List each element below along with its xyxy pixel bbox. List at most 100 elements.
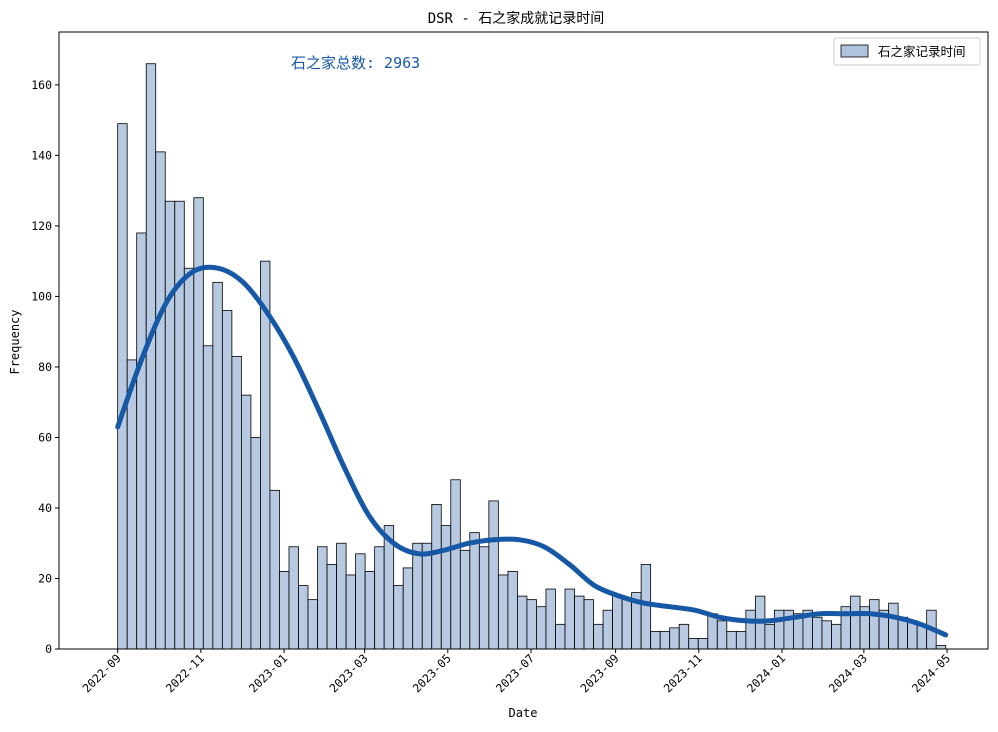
histogram-bar [593, 623, 604, 650]
histogram-bar [812, 616, 823, 650]
x-tick-label: 2023-11 [661, 651, 705, 695]
histogram-bar [231, 355, 242, 650]
histogram-bar [345, 574, 357, 650]
histogram-bar [545, 588, 556, 650]
histogram-bar [126, 359, 138, 650]
x-tick-label: 2024-03 [826, 651, 870, 695]
kde-curve [115, 264, 949, 638]
histogram-bar [421, 542, 433, 650]
histogram-bar [288, 546, 299, 650]
histogram-bar [716, 620, 728, 650]
x-axis-label: Date [509, 706, 538, 720]
histogram-bar [497, 574, 509, 650]
histogram-bar [183, 267, 195, 650]
histogram-bar [250, 437, 261, 650]
histogram-bar [735, 630, 747, 650]
histogram-bar [488, 500, 499, 650]
histogram-bar [888, 602, 899, 650]
y-axis-label: Frequency [8, 309, 22, 374]
y-tick-label: 40 [38, 501, 52, 515]
chart-title: DSR - 石之家成就记录时间 [428, 10, 605, 27]
histogram-bar [517, 595, 528, 650]
x-tick-label: 2023-05 [410, 651, 454, 695]
histogram-bar [707, 613, 718, 650]
histogram-bar [402, 567, 414, 650]
x-tick-label: 2024-01 [744, 651, 788, 695]
histogram-bar [555, 623, 566, 650]
x-tick-label: 2022-09 [80, 651, 124, 695]
histogram-bar [374, 546, 385, 650]
histogram-bar [336, 542, 347, 650]
histogram-bar [935, 645, 947, 650]
histogram-bar [821, 620, 832, 650]
y-tick-label: 160 [31, 78, 52, 92]
histogram-bar [355, 553, 366, 650]
histogram-bar [726, 630, 737, 650]
histogram-bar [145, 63, 157, 650]
histogram-bar [364, 571, 376, 650]
histogram-bar [459, 549, 471, 650]
histogram-bar [136, 232, 147, 650]
histogram-bar [526, 599, 537, 650]
y-tick-label: 20 [38, 571, 52, 585]
histogram-bar [831, 623, 842, 650]
histogram-bar [431, 504, 442, 650]
histogram-bar [650, 630, 661, 650]
histogram-bar [393, 585, 404, 650]
legend: 石之家记录时间 [833, 37, 981, 66]
histogram-bar [412, 542, 423, 650]
histogram-bar [317, 546, 328, 650]
histogram-bar [764, 623, 775, 650]
histogram-bar [450, 479, 461, 650]
histogram-bar [212, 281, 223, 650]
histogram-bar [298, 585, 309, 650]
histogram-bar [678, 623, 690, 650]
legend-label: 石之家记录时间 [878, 44, 966, 59]
histogram-bar [612, 595, 623, 650]
total-count-annotation: 石之家总数: 2963 [291, 54, 420, 72]
histogram-bar [260, 260, 271, 650]
histogram-bar [221, 310, 233, 650]
histogram-bar [773, 609, 785, 650]
y-tick-label: 140 [31, 148, 52, 162]
histogram-bar [240, 394, 252, 650]
y-tick-label: 120 [31, 219, 52, 233]
histogram-bar [869, 599, 880, 650]
x-tick-label: 2024-05 [909, 651, 953, 695]
histogram-bar [279, 571, 290, 650]
histogram-bar [850, 595, 861, 650]
histogram-bar [697, 638, 709, 650]
x-tick-label: 2023-01 [246, 651, 290, 695]
histogram-bar [440, 525, 452, 650]
histogram-bar [164, 200, 176, 650]
histogram-bar [574, 595, 585, 650]
legend-box [833, 37, 981, 66]
histogram-bar [155, 151, 166, 650]
x-tick-label: 2022-11 [163, 651, 207, 695]
legend-swatch [840, 44, 869, 58]
x-tick-label: 2023-09 [578, 651, 622, 695]
y-tick-label: 60 [38, 430, 52, 444]
histogram-bar [174, 200, 185, 650]
x-tick-label: 2023-07 [493, 651, 537, 695]
y-tick-label: 80 [38, 360, 52, 374]
plot-frame [58, 31, 989, 650]
histogram-bar [117, 123, 128, 650]
histogram-bar [602, 609, 613, 650]
histogram-bar [307, 599, 318, 650]
histogram-bar [193, 197, 204, 650]
histogram-bar [469, 532, 480, 650]
histogram-bar [564, 588, 575, 650]
histogram-bar [269, 489, 280, 650]
histogram-bar [745, 609, 756, 650]
histogram-bar [507, 571, 518, 650]
histogram-bar [478, 546, 490, 650]
histogram-bar [326, 563, 337, 650]
histogram-bar [688, 638, 699, 650]
histogram-bar [669, 627, 680, 650]
histogram-bar [536, 606, 547, 650]
y-tick-label: 0 [45, 642, 52, 656]
x-tick-label: 2023-03 [327, 651, 371, 695]
